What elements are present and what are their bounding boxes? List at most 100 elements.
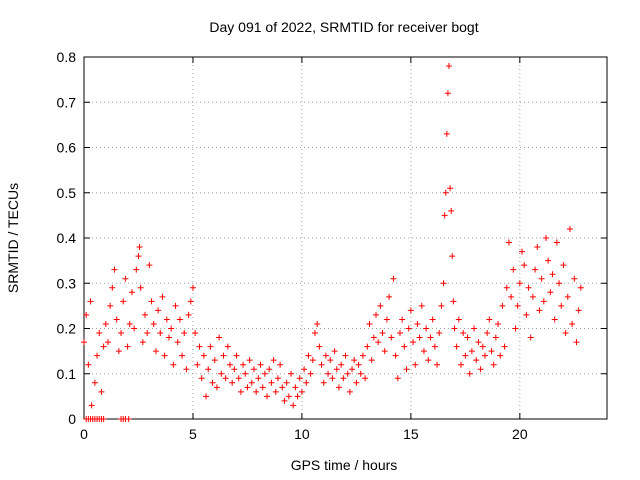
data-point	[427, 334, 434, 341]
data-point	[423, 325, 430, 332]
data-point	[508, 293, 515, 300]
data-point	[318, 361, 325, 368]
data-point	[176, 316, 183, 323]
data-point	[207, 343, 214, 350]
data-point	[290, 402, 297, 409]
data-point	[270, 357, 277, 364]
data-point	[146, 262, 153, 269]
data-point	[396, 330, 403, 337]
data-point	[353, 379, 360, 386]
data-point	[429, 316, 436, 323]
data-point	[231, 366, 238, 373]
data-point	[107, 302, 114, 309]
data-point	[81, 339, 87, 346]
data-point	[85, 361, 92, 368]
data-point	[148, 298, 155, 305]
data-point	[571, 275, 578, 282]
data-point	[390, 275, 397, 282]
y-tick-label: 0.6	[57, 140, 77, 156]
data-point	[532, 266, 539, 273]
data-point	[447, 185, 454, 192]
data-point	[540, 298, 547, 305]
data-point	[410, 339, 417, 346]
data-point	[135, 253, 142, 260]
data-point	[521, 262, 528, 269]
data-point	[296, 375, 303, 382]
data-point	[538, 275, 545, 282]
data-point	[349, 366, 356, 373]
data-point	[542, 235, 549, 241]
data-point	[104, 339, 111, 346]
data-point	[431, 343, 438, 350]
chart-title: Day 091 of 2022, SRMTID for receiver bog…	[209, 19, 478, 35]
data-point	[519, 248, 526, 255]
y-tick-label: 0.8	[57, 49, 77, 65]
data-point	[479, 343, 486, 350]
data-point	[224, 343, 231, 350]
data-point	[220, 352, 227, 359]
data-point	[329, 375, 336, 382]
data-point	[442, 189, 449, 196]
data-point	[486, 316, 493, 323]
x-axis-label: GPS time / hours	[291, 457, 398, 473]
data-point	[277, 361, 284, 368]
data-point	[412, 361, 419, 368]
data-point	[244, 384, 251, 391]
data-point	[481, 352, 488, 359]
data-point	[139, 339, 146, 346]
data-point	[490, 361, 497, 368]
data-point	[577, 284, 584, 291]
data-point	[340, 375, 347, 382]
data-point	[320, 379, 327, 386]
data-point	[527, 334, 534, 341]
data-point	[311, 330, 318, 337]
data-point	[383, 316, 390, 323]
data-point	[94, 352, 101, 359]
data-point	[322, 352, 329, 359]
data-point	[359, 352, 366, 359]
data-point	[91, 379, 98, 386]
data-point	[133, 266, 140, 273]
data-point	[547, 289, 554, 296]
data-point	[294, 393, 301, 400]
data-point	[516, 280, 523, 287]
data-point	[189, 284, 196, 291]
data-point	[274, 375, 281, 382]
data-point	[150, 320, 157, 327]
data-point	[471, 325, 478, 332]
y-axis-label: SRMTID / TECUs	[5, 183, 21, 293]
data-point	[111, 266, 118, 273]
data-point	[250, 366, 257, 373]
data-point	[462, 352, 469, 359]
data-point	[529, 293, 536, 300]
data-point	[172, 302, 179, 309]
data-point	[558, 302, 565, 309]
data-point	[283, 379, 290, 386]
data-point	[316, 343, 323, 350]
y-tick-label: 0.2	[57, 321, 77, 337]
data-point	[425, 357, 432, 364]
data-point	[510, 266, 517, 273]
data-point	[194, 361, 201, 368]
data-point	[416, 334, 423, 341]
data-point	[126, 320, 133, 327]
data-point	[368, 357, 375, 364]
data-point	[492, 334, 499, 341]
x-tick-label: 20	[512, 426, 528, 442]
data-point	[288, 370, 295, 377]
data-point	[338, 361, 345, 368]
data-point	[333, 366, 340, 373]
data-points	[81, 63, 584, 422]
data-point	[564, 293, 571, 300]
data-point	[473, 357, 480, 364]
data-point	[436, 330, 443, 337]
data-point	[466, 370, 473, 377]
data-point	[109, 284, 116, 291]
data-point	[460, 330, 467, 337]
data-point	[499, 302, 506, 309]
data-point	[497, 352, 504, 359]
data-point	[120, 298, 127, 305]
data-point	[200, 352, 207, 359]
data-point	[216, 334, 223, 341]
data-point	[142, 311, 149, 318]
